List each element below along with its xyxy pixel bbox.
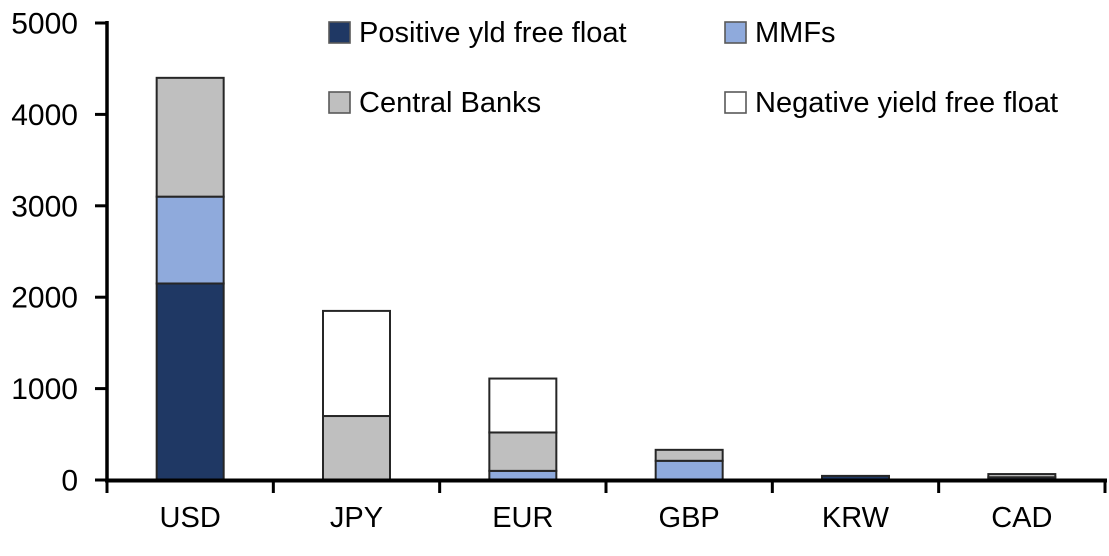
bar-segment-usd-positive-yld-free-float bbox=[155, 282, 225, 481]
bar-segment-usd-central-banks bbox=[155, 76, 225, 198]
legend-label-negative-yield-free-float: Negative yield free float bbox=[755, 87, 1058, 119]
bar-segment-cad-central-banks bbox=[987, 473, 1057, 479]
y-axis-tick-label: 5000 bbox=[11, 8, 78, 41]
bar-segment-jpy-negative-yield-free-float bbox=[322, 309, 391, 418]
y-axis-tick-label: 2000 bbox=[11, 282, 78, 315]
legend-swatch-central-banks bbox=[328, 91, 351, 114]
bar-segment-usd-mmfs bbox=[155, 195, 225, 285]
x-axis-category-label: USD bbox=[160, 502, 221, 534]
bar-segment-jpy-central-banks bbox=[322, 415, 391, 481]
bar-segment-gbp-central-banks bbox=[654, 448, 724, 462]
y-axis-tick-label: 3000 bbox=[11, 190, 78, 223]
bar-segment-gbp-mmfs bbox=[654, 459, 724, 481]
legend-swatch-positive-yld-free-float bbox=[328, 21, 351, 44]
legend-label-central-banks: Central Banks bbox=[359, 87, 541, 119]
bar-segment-eur-central-banks bbox=[488, 431, 558, 472]
x-axis-category-label: CAD bbox=[991, 502, 1052, 534]
y-axis-tick-label: 0 bbox=[61, 465, 78, 498]
x-axis-category-label: JPY bbox=[330, 502, 383, 534]
x-axis-category-label: GBP bbox=[659, 502, 720, 534]
legend-label-mmfs: MMFs bbox=[755, 17, 836, 49]
legend-swatch-negative-yield-free-float bbox=[724, 91, 747, 114]
y-axis-tick-label: 1000 bbox=[11, 373, 78, 406]
x-axis-category-label: EUR bbox=[492, 502, 553, 534]
legend-label-positive-yld-free-float: Positive yld free float bbox=[359, 17, 627, 49]
y-axis-tick-label: 4000 bbox=[11, 99, 78, 132]
legend-swatch-mmfs bbox=[724, 21, 747, 44]
x-axis-category-label: KRW bbox=[822, 502, 890, 534]
bar-segment-eur-negative-yield-free-float bbox=[488, 377, 558, 434]
